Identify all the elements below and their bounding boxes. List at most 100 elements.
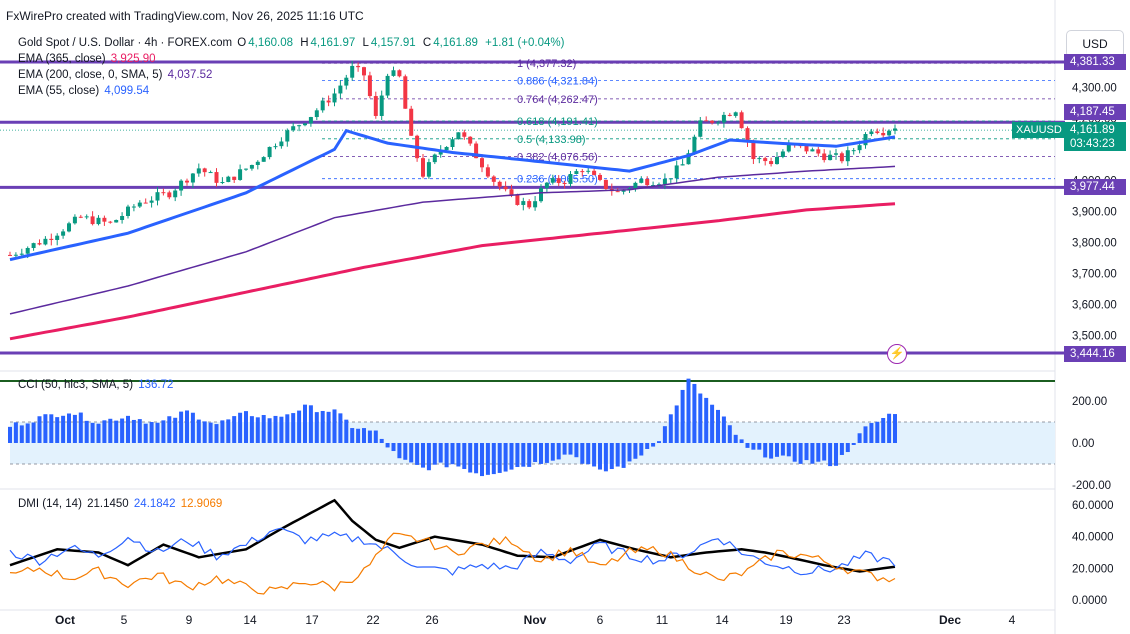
cci-bar: [462, 443, 467, 469]
plus-di-line: [9, 527, 896, 576]
cci-bar: [279, 416, 284, 443]
cci-bar: [751, 443, 756, 450]
candle-body: [421, 158, 425, 177]
cci-bar: [137, 419, 142, 443]
cci-bar: [580, 443, 585, 464]
cci-bar: [763, 443, 768, 458]
cci-bar: [108, 418, 113, 443]
cci-bar: [326, 411, 331, 443]
candle-body: [226, 176, 231, 183]
candle-body: [67, 223, 71, 232]
cci-bar: [55, 417, 60, 443]
plus-di-value: 24.1842: [133, 498, 176, 510]
candle-body: [438, 150, 443, 155]
candle-body: [350, 65, 355, 78]
cci-bar: [409, 443, 414, 463]
minus-di-line: [9, 532, 896, 595]
cci-bar: [698, 393, 703, 443]
dmi-axis-tick: 0.0000: [1072, 595, 1107, 607]
dmi-axis-tick: 20.0000: [1072, 563, 1114, 575]
candle-body: [704, 120, 709, 122]
open-label: O: [237, 37, 247, 49]
cci-bar: [297, 410, 302, 443]
ema200-legend[interactable]: EMA (200, close, 0, SMA, 5) 4,037.52: [18, 68, 214, 83]
candle-body: [845, 150, 850, 162]
candle-body: [108, 221, 113, 223]
candle-body: [273, 146, 278, 148]
candle-body: [303, 123, 307, 126]
candle-body: [733, 112, 738, 116]
candle-body: [680, 164, 685, 166]
candle-body: [291, 126, 296, 131]
low-label: L: [362, 37, 369, 49]
cci-bar: [503, 443, 508, 472]
candle-body: [114, 219, 119, 223]
candle-body: [426, 162, 431, 177]
cci-legend[interactable]: CCI (50, hlc3, SMA, 5) 136.72: [18, 378, 175, 393]
dmi-legend[interactable]: DMI (14, 14) 21.1450 24.1842 12.9069: [18, 497, 224, 512]
candle-body: [657, 184, 661, 186]
candle-body: [686, 153, 691, 165]
ema55-legend[interactable]: EMA (55, close) 4,099.54: [18, 84, 151, 99]
cci-bar: [84, 420, 89, 443]
candle-body: [37, 243, 42, 245]
candle-body: [131, 206, 136, 208]
ema365-legend[interactable]: EMA (365, close) 3,925.90: [18, 52, 158, 67]
candle-body: [373, 96, 378, 116]
fib-level-label: 0.764 (4,262.47): [517, 94, 598, 106]
candle-body: [120, 216, 125, 220]
candle-body: [255, 161, 260, 165]
cci-bar: [893, 414, 897, 443]
candle-body: [214, 172, 219, 183]
cci-bar: [633, 443, 638, 459]
cci-bar: [379, 438, 384, 443]
candle-body: [190, 173, 195, 183]
cci-bar: [149, 422, 154, 443]
cci-bar: [810, 443, 815, 464]
candle-body: [491, 176, 496, 182]
cci-bar: [556, 443, 561, 460]
candle-body: [356, 65, 361, 68]
ema55-line: [9, 128, 896, 262]
cci-bar: [356, 428, 361, 443]
ema200-label: EMA (200, close, 0, SMA, 5): [18, 69, 163, 81]
cci-bar: [822, 443, 827, 461]
level-top-badge: 4,381.33: [1064, 54, 1126, 70]
time-axis-label: 26: [425, 613, 439, 627]
candle-body: [887, 130, 892, 136]
cci-bar: [314, 412, 319, 443]
cci-bar: [214, 424, 219, 443]
candle-body: [621, 190, 626, 192]
cci-bar: [367, 430, 372, 443]
candle-body: [238, 169, 243, 180]
close-value: 4,161.89: [433, 37, 478, 49]
cci-bar: [539, 443, 543, 464]
cci-bar: [350, 428, 355, 443]
candle-body: [775, 156, 779, 165]
cci-bar: [444, 443, 449, 468]
ema55-label: EMA (55, close): [18, 85, 100, 97]
dmi-label: DMI (14, 14): [18, 498, 82, 510]
currency-button[interactable]: USD: [1066, 30, 1124, 58]
candle-body: [568, 174, 573, 184]
candle-body: [314, 110, 319, 118]
candle-body: [780, 151, 785, 157]
flash-icon[interactable]: ⚡: [887, 344, 907, 364]
candle-body: [692, 136, 697, 154]
cci-bar: [90, 422, 95, 443]
candle-body: [839, 153, 844, 162]
level-upper-badge: 4,187.45: [1064, 104, 1126, 120]
price-axis-tick: 3,800.00: [1072, 238, 1117, 250]
ema365-line: [9, 202, 896, 341]
cci-bar: [792, 443, 797, 462]
cci-bar: [598, 443, 602, 470]
cci-bar: [727, 425, 732, 443]
cci-bar: [692, 383, 697, 443]
cci-bar: [167, 416, 172, 443]
cci-bar: [562, 443, 567, 455]
minus-di-value: 12.9069: [180, 498, 223, 510]
candle-body: [497, 181, 502, 187]
candle-body: [403, 76, 408, 109]
candle-body: [267, 146, 272, 158]
